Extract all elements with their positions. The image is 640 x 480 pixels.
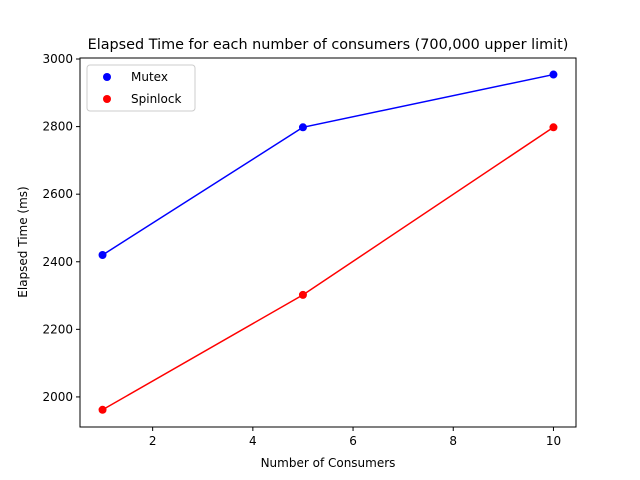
legend-box xyxy=(86,64,196,112)
spinlock-point xyxy=(549,123,558,132)
mutex-point xyxy=(549,70,558,79)
x-tick-label: 6 xyxy=(349,434,357,448)
legend: Mutex Spinlock xyxy=(86,64,196,112)
legend-marker-mutex xyxy=(103,73,111,81)
x-tick-label: 4 xyxy=(249,434,257,448)
spinlock-point xyxy=(98,405,107,414)
y-tick-label: 3000 xyxy=(42,52,73,66)
y-tick-label: 2000 xyxy=(42,390,73,404)
y-tick-label: 2600 xyxy=(42,187,73,201)
plot-area xyxy=(98,70,558,414)
legend-label-mutex: Mutex xyxy=(131,70,168,84)
chart-title: Elapsed Time for each number of consumer… xyxy=(88,37,569,53)
plot-frame xyxy=(79,57,577,428)
axes: 2 4 6 8 10 2000 2200 2400 2600 2800 3000 xyxy=(42,52,561,448)
y-tick-label: 2800 xyxy=(42,120,73,134)
spinlock-point xyxy=(298,290,307,299)
legend-label-spinlock: Spinlock xyxy=(131,92,181,106)
mutex-point xyxy=(298,123,307,132)
legend-marker-spinlock xyxy=(103,95,111,103)
x-tick-label: 8 xyxy=(449,434,457,448)
y-axis-label: Elapsed Time (ms) xyxy=(16,186,30,297)
x-axis-label: Number of Consumers xyxy=(261,456,396,470)
y-tick-label: 2200 xyxy=(42,322,73,336)
mutex-point xyxy=(98,251,107,260)
y-tick-label: 2400 xyxy=(42,255,73,269)
x-tick-label: 10 xyxy=(546,434,561,448)
x-tick-label: 2 xyxy=(149,434,157,448)
